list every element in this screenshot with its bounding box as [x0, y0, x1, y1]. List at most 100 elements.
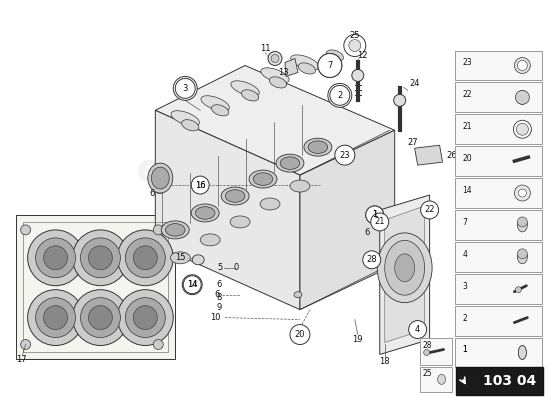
Text: 12: 12 [358, 51, 368, 60]
Circle shape [268, 52, 282, 66]
Bar [454, 146, 542, 176]
Text: 25: 25 [350, 31, 360, 40]
Circle shape [36, 298, 75, 338]
Circle shape [175, 78, 195, 98]
Text: 3: 3 [183, 84, 188, 93]
Ellipse shape [221, 187, 249, 205]
Circle shape [21, 225, 31, 235]
Text: 3: 3 [463, 282, 468, 291]
Ellipse shape [161, 221, 189, 239]
Polygon shape [384, 206, 425, 342]
Ellipse shape [151, 167, 169, 189]
Text: 24: 24 [410, 79, 420, 88]
Circle shape [125, 238, 166, 278]
Circle shape [514, 185, 530, 201]
Circle shape [516, 123, 529, 135]
Circle shape [371, 213, 389, 231]
Text: 10: 10 [210, 313, 220, 322]
Ellipse shape [304, 138, 332, 156]
Ellipse shape [308, 141, 328, 154]
Circle shape [518, 249, 527, 259]
Bar [420, 338, 452, 366]
Text: 28: 28 [366, 255, 377, 264]
Circle shape [335, 145, 355, 165]
Circle shape [518, 217, 527, 227]
Text: 4: 4 [463, 250, 468, 259]
Text: 19: 19 [353, 335, 363, 344]
Polygon shape [300, 130, 395, 310]
Circle shape [349, 40, 361, 52]
Ellipse shape [298, 63, 316, 74]
Ellipse shape [200, 234, 220, 246]
Bar [454, 306, 542, 336]
Text: 23: 23 [463, 58, 472, 68]
Ellipse shape [148, 163, 173, 193]
Ellipse shape [291, 55, 319, 70]
Circle shape [519, 189, 526, 197]
Text: 1: 1 [463, 346, 468, 354]
Text: 1: 1 [463, 346, 468, 354]
Circle shape [330, 85, 350, 105]
Text: 15: 15 [175, 253, 185, 262]
Circle shape [73, 290, 128, 346]
Bar [454, 82, 542, 112]
Text: 13: 13 [278, 68, 288, 77]
Circle shape [323, 58, 337, 72]
Circle shape [117, 290, 173, 346]
Ellipse shape [518, 218, 527, 232]
Polygon shape [379, 195, 430, 354]
Text: 18: 18 [379, 357, 390, 366]
Text: 22: 22 [425, 206, 435, 214]
Ellipse shape [231, 81, 259, 96]
Circle shape [125, 298, 166, 338]
Text: 27: 27 [408, 138, 419, 147]
Circle shape [394, 94, 406, 106]
Text: 103 04: 103 04 [483, 374, 536, 388]
Ellipse shape [438, 374, 446, 384]
Circle shape [271, 54, 279, 62]
Circle shape [344, 34, 366, 56]
Circle shape [421, 201, 438, 219]
Bar [454, 338, 542, 368]
Ellipse shape [518, 90, 527, 104]
Circle shape [366, 206, 384, 224]
Circle shape [80, 238, 120, 278]
Ellipse shape [226, 190, 245, 202]
Ellipse shape [170, 252, 190, 264]
Circle shape [191, 176, 209, 194]
Ellipse shape [519, 346, 526, 360]
Text: eurobres: eurobres [131, 148, 331, 236]
Text: 2: 2 [337, 91, 343, 100]
Text: 1: 1 [372, 210, 377, 220]
Bar [455, 368, 543, 395]
Circle shape [514, 58, 530, 74]
Text: 14: 14 [463, 186, 472, 195]
Circle shape [133, 306, 157, 330]
Circle shape [153, 225, 163, 235]
Bar [420, 368, 452, 392]
Circle shape [366, 206, 384, 224]
Polygon shape [155, 66, 395, 175]
Polygon shape [155, 110, 300, 310]
Text: 28: 28 [422, 340, 432, 350]
Bar [454, 338, 542, 368]
Circle shape [117, 230, 173, 286]
Text: 14: 14 [187, 280, 197, 289]
Ellipse shape [171, 111, 200, 126]
Ellipse shape [201, 96, 229, 111]
Ellipse shape [294, 292, 302, 298]
Circle shape [424, 350, 430, 356]
Circle shape [28, 290, 84, 346]
Ellipse shape [276, 154, 304, 172]
Text: 4: 4 [415, 325, 420, 334]
Bar [454, 50, 542, 80]
Ellipse shape [270, 77, 287, 88]
Text: 6: 6 [217, 280, 222, 289]
Circle shape [182, 275, 202, 295]
Text: 16: 16 [195, 180, 206, 190]
Circle shape [318, 54, 342, 78]
Text: 1: 1 [372, 210, 377, 220]
Text: 20: 20 [295, 330, 305, 339]
Ellipse shape [191, 204, 219, 222]
Text: 16: 16 [195, 180, 206, 190]
